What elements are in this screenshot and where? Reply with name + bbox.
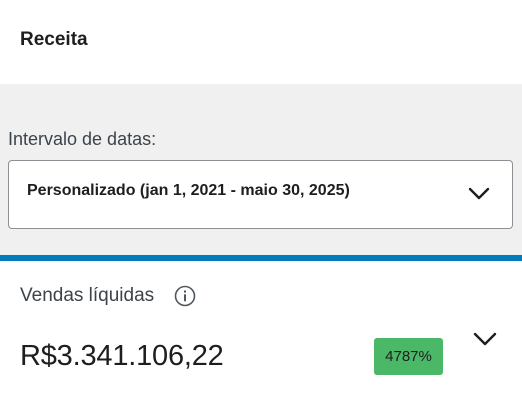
info-icon[interactable]	[173, 284, 197, 308]
net-sales-metric-card[interactable]: Vendas líquidas R$3.341.106,22 4787%	[0, 261, 522, 403]
chevron-down-icon	[468, 187, 490, 200]
date-range-filter-panel: Intervalo de datas: Personalizado (jan 1…	[0, 84, 522, 255]
chevron-down-icon[interactable]	[473, 331, 497, 347]
date-range-label: Intervalo de datas:	[8, 129, 157, 149]
metric-value: R$3.341.106,22	[20, 340, 224, 372]
metric-label: Vendas líquidas	[20, 285, 155, 306]
delta-badge: 4787%	[374, 338, 443, 375]
page-title: Receita	[20, 29, 88, 50]
date-range-selected-value: Personalizado (jan 1, 2021 - maio 30, 20…	[27, 182, 350, 199]
date-range-select[interactable]: Personalizado (jan 1, 2021 - maio 30, 20…	[8, 160, 513, 229]
page-header: Receita	[0, 0, 522, 84]
selected-metric-indicator	[0, 255, 522, 261]
